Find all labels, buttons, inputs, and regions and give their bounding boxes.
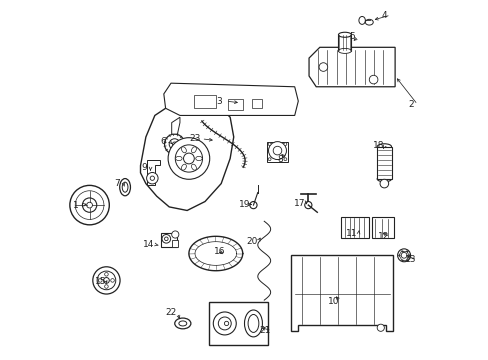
Circle shape xyxy=(168,138,209,179)
Circle shape xyxy=(400,252,406,258)
Ellipse shape xyxy=(191,164,196,170)
Circle shape xyxy=(273,146,281,155)
Text: 11: 11 xyxy=(346,229,357,238)
Ellipse shape xyxy=(191,147,196,153)
Circle shape xyxy=(82,198,97,212)
Circle shape xyxy=(104,273,108,276)
Circle shape xyxy=(368,75,377,84)
Ellipse shape xyxy=(376,176,391,182)
Text: 1: 1 xyxy=(73,201,79,210)
Text: 20: 20 xyxy=(245,237,257,246)
Ellipse shape xyxy=(358,17,365,24)
Ellipse shape xyxy=(365,19,372,25)
Text: 4: 4 xyxy=(381,10,386,19)
Circle shape xyxy=(171,231,179,238)
Circle shape xyxy=(164,134,184,154)
Ellipse shape xyxy=(120,179,130,196)
Circle shape xyxy=(284,143,286,145)
Circle shape xyxy=(183,153,194,164)
Circle shape xyxy=(284,158,286,161)
Ellipse shape xyxy=(338,48,351,53)
Polygon shape xyxy=(308,47,394,87)
Bar xyxy=(338,35,351,51)
Bar xyxy=(251,99,262,108)
Text: 16: 16 xyxy=(213,247,224,256)
Circle shape xyxy=(146,172,158,184)
Circle shape xyxy=(175,145,202,172)
Circle shape xyxy=(397,249,410,262)
Circle shape xyxy=(249,202,257,209)
Text: 5: 5 xyxy=(348,32,354,41)
Text: 18: 18 xyxy=(372,141,383,150)
Circle shape xyxy=(93,267,120,294)
Text: 8: 8 xyxy=(277,155,283,164)
Circle shape xyxy=(267,158,270,161)
Circle shape xyxy=(99,279,102,282)
Circle shape xyxy=(267,143,270,145)
Bar xyxy=(341,217,368,238)
Bar xyxy=(171,240,178,247)
Bar xyxy=(266,142,287,162)
Circle shape xyxy=(162,234,170,243)
Polygon shape xyxy=(163,83,298,116)
Text: 17: 17 xyxy=(294,199,305,208)
Circle shape xyxy=(103,278,109,283)
Text: 3: 3 xyxy=(216,96,222,105)
Text: 2: 2 xyxy=(407,100,413,109)
Ellipse shape xyxy=(122,182,128,192)
Text: 7: 7 xyxy=(114,179,120,188)
Bar xyxy=(208,302,267,345)
Ellipse shape xyxy=(247,315,258,332)
Text: 10: 10 xyxy=(327,297,339,306)
Text: 15: 15 xyxy=(94,276,106,285)
Text: 19: 19 xyxy=(238,200,250,209)
Circle shape xyxy=(376,324,384,331)
Circle shape xyxy=(224,321,228,325)
Ellipse shape xyxy=(174,318,190,329)
Polygon shape xyxy=(147,160,159,185)
Circle shape xyxy=(319,63,327,71)
Circle shape xyxy=(70,185,109,225)
Text: 14: 14 xyxy=(143,240,154,249)
Bar xyxy=(228,99,242,110)
Circle shape xyxy=(75,191,104,220)
Ellipse shape xyxy=(181,164,186,170)
Circle shape xyxy=(164,237,168,240)
Ellipse shape xyxy=(244,310,262,337)
Circle shape xyxy=(86,202,92,208)
Ellipse shape xyxy=(175,156,182,161)
Circle shape xyxy=(97,271,116,290)
Text: 9: 9 xyxy=(141,163,147,172)
Circle shape xyxy=(104,285,108,288)
Circle shape xyxy=(150,176,154,180)
Bar xyxy=(371,217,393,238)
Circle shape xyxy=(268,141,286,159)
Ellipse shape xyxy=(179,321,186,326)
Circle shape xyxy=(304,202,311,209)
Circle shape xyxy=(169,139,180,149)
Circle shape xyxy=(218,317,231,330)
Circle shape xyxy=(172,142,176,146)
Polygon shape xyxy=(290,255,392,330)
Text: 23: 23 xyxy=(189,134,200,143)
Text: 13: 13 xyxy=(404,255,415,264)
Text: 12: 12 xyxy=(377,232,388,241)
Circle shape xyxy=(379,179,388,188)
Circle shape xyxy=(213,312,236,335)
Ellipse shape xyxy=(376,144,391,149)
Bar xyxy=(194,95,215,108)
Bar xyxy=(161,233,177,247)
Text: 22: 22 xyxy=(165,308,176,317)
Polygon shape xyxy=(140,103,233,211)
Polygon shape xyxy=(171,117,180,134)
Text: 21: 21 xyxy=(259,326,270,335)
Bar xyxy=(376,147,391,179)
Text: 6: 6 xyxy=(160,137,165,146)
Ellipse shape xyxy=(338,32,351,37)
Ellipse shape xyxy=(181,147,186,153)
Circle shape xyxy=(110,279,114,282)
Ellipse shape xyxy=(195,156,202,161)
